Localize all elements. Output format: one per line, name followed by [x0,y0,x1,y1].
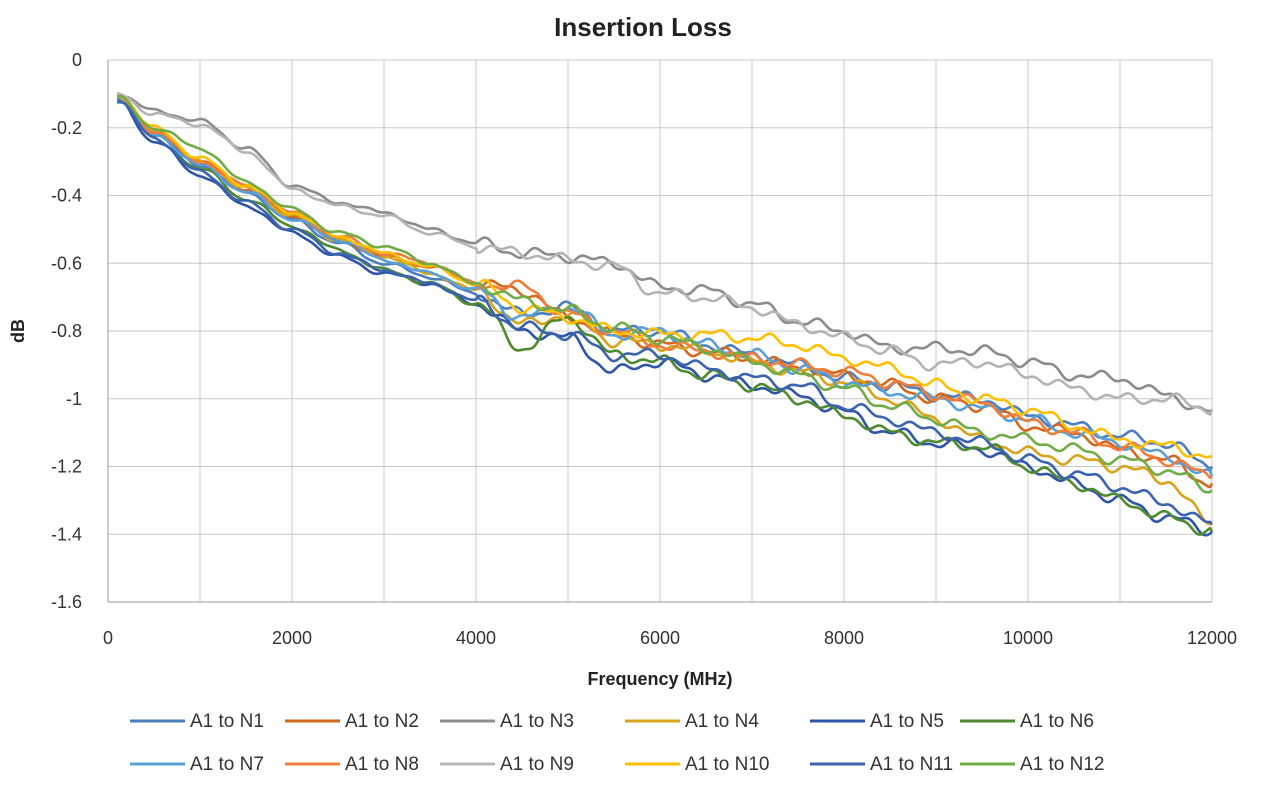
legend-label: A1 to N9 [500,754,574,775]
legend-label: A1 to N4 [685,711,759,732]
y-tick-label: -1 [66,389,82,409]
legend-label: A1 to N12 [1020,754,1105,775]
series-line [117,100,1213,525]
legend-label: A1 to N7 [190,754,264,775]
y-axis-label: dB [8,319,28,343]
x-tick-label: 0 [103,628,113,648]
legend-label: A1 to N3 [500,711,574,732]
y-tick-label: -0.8 [51,321,82,341]
series-line [117,98,1214,537]
legend-label: A1 to N11 [870,754,953,775]
series-line [116,94,1213,494]
legend-label: A1 to N10 [685,754,770,775]
legend: A1 to N1 A1 to N2 A1 to N3 A1 to N4 A1 to N5… [130,711,1105,775]
series-line [116,94,1213,459]
x-axis-label: Frequency (MHz) [587,669,732,689]
series-line [116,95,1214,489]
x-tick-label: 4000 [456,628,496,648]
series-line [116,91,1214,416]
series-line [117,95,1213,480]
series-line [117,95,1214,536]
series-lines [116,91,1214,537]
x-tick-label: 2000 [272,628,312,648]
legend-label: A1 to N1 [190,711,264,732]
y-tick-label: -1.2 [51,457,82,477]
legend-label: A1 to N2 [345,711,419,732]
series-line [116,96,1212,526]
legend-label: A1 to N5 [870,711,944,732]
tick-labels: 0 -0.2 -0.4 -0.6 -0.8 -1 -1.2 -1.4 -1.6 0 2000 4000… [51,50,1237,648]
y-tick-label: -1.4 [51,524,82,544]
x-tick-label: 10000 [1003,628,1053,648]
x-tick-label: 6000 [640,628,680,648]
y-tick-label: -1.6 [51,592,82,612]
series-line [117,94,1213,414]
legend-label: A1 to N8 [345,754,419,775]
legend-label: A1 to N6 [1020,711,1094,732]
y-tick-label: -0.2 [51,118,82,138]
x-tick-label: 8000 [824,628,864,648]
y-tick-label: 0 [72,50,82,70]
y-tick-label: -0.4 [51,186,82,206]
x-tick-label: 12000 [1187,628,1237,648]
chart-title: Insertion Loss [554,12,732,42]
y-tick-label: -0.6 [51,253,82,273]
